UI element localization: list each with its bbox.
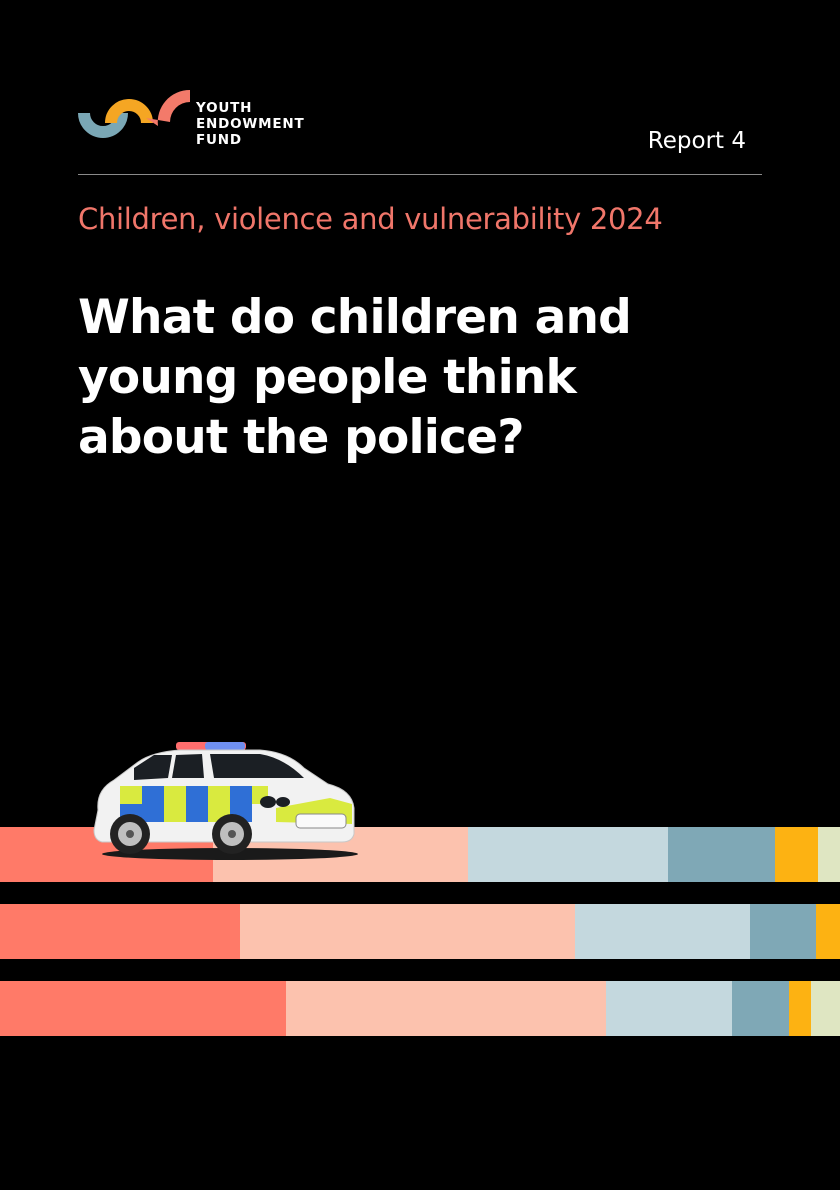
- report-number: Report 4: [647, 128, 746, 154]
- stripe-3-segment-3: [605, 981, 733, 1036]
- stripe-1-segment-6: [818, 827, 840, 882]
- stripe-3-segment-6: [810, 981, 840, 1036]
- stripe-2-segment-5: [816, 904, 840, 959]
- decorative-stripe-2: [0, 904, 840, 959]
- stripe-2-segment-2: [240, 904, 576, 959]
- stripe-1-segment-5: [775, 827, 819, 882]
- header-divider: [78, 174, 762, 175]
- stripe-1-segment-4: [667, 827, 776, 882]
- yef-logo-mark: [78, 89, 190, 138]
- stripe-1-segment-3: [467, 827, 668, 882]
- logo-line-fund: FUND: [196, 132, 242, 148]
- decorative-stripe-3: [0, 981, 840, 1036]
- title-line-1: What do children and: [78, 290, 632, 345]
- yef-logo: YOUTH ENDOWMENT FUND: [78, 78, 318, 153]
- stripe-3-segment-1: [0, 981, 286, 1036]
- police-car-illustration: [93, 742, 358, 860]
- stripe-3-segment-2: [285, 981, 606, 1036]
- stripe-3-segment-4: [732, 981, 789, 1036]
- page-title: What do children and young people think …: [78, 288, 718, 468]
- logo-wordmark: YOUTH ENDOWMENT FUND: [196, 100, 304, 148]
- stripe-3-segment-5: [788, 981, 811, 1036]
- logo-line-youth: YOUTH: [196, 100, 253, 116]
- logo-line-endowment: ENDOWMENT: [196, 116, 305, 132]
- title-line-2: young people think: [78, 350, 577, 405]
- stripe-2-segment-3: [575, 904, 751, 959]
- stripe-2-segment-1: [0, 904, 241, 959]
- title-line-3: about the police?: [78, 410, 524, 465]
- report-series-subtitle: Children, violence and vulnerability 202…: [78, 202, 663, 236]
- stripe-2-segment-4: [750, 904, 817, 959]
